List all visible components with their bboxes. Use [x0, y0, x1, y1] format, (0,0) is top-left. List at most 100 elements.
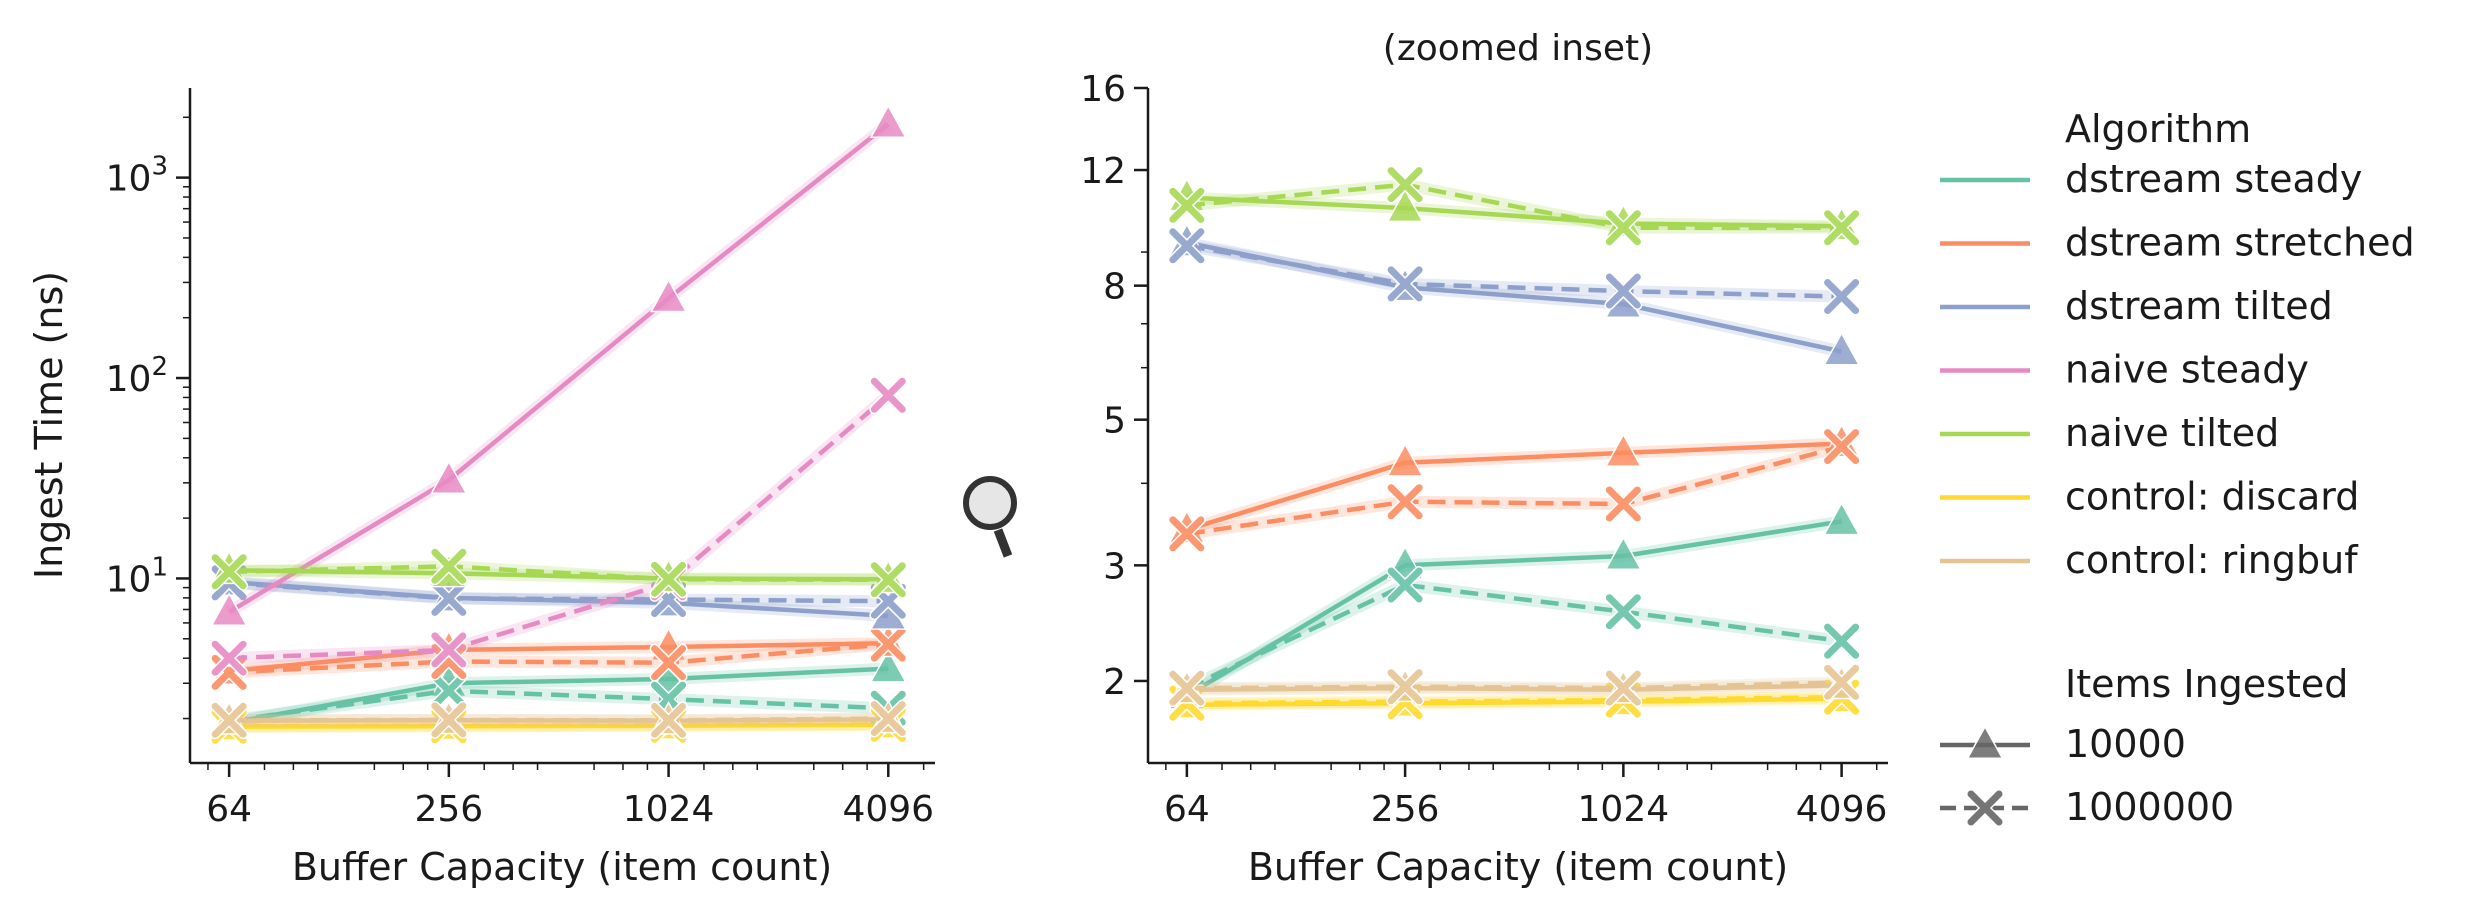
x-tick-label: 64 [1164, 789, 1210, 830]
legend-title-algorithm: Algorithm [2065, 107, 2251, 151]
x-tick-label: 256 [414, 789, 483, 830]
legend-item-items-1000000: 1000000 [1940, 785, 2234, 829]
series-dstream-tilted-1000000-line [228, 580, 889, 604]
inset-title: (zoomed inset) [1383, 28, 1653, 69]
series-dstream-steady-10000-line [1185, 519, 1842, 698]
series-dstream-stretched-1000000 [210, 625, 908, 692]
series-naive-tilted-1000000-line [1186, 182, 1842, 231]
series-dstream-tilted-1000000-point [1167, 226, 1206, 265]
legend-label: control: ringbuf [2065, 538, 2359, 582]
series-dstream-steady-10000-point [1822, 501, 1861, 536]
magnifier-icon [963, 476, 1017, 558]
inset-chart-axes: 64 256 1024 4096 2 3 5 8 12 16 [1080, 69, 1888, 830]
legend-item-dstream-steady: dstream steady [1940, 157, 2362, 201]
legend-title-items: Items Ingested [2065, 662, 2348, 706]
series-control-ringbuf-1000000-point [429, 700, 468, 739]
series-naive-tilted-1000000-point [1167, 186, 1206, 225]
series-dstream-stretched-1000000-point [1822, 427, 1861, 466]
legend-label: control: discard [2065, 475, 2359, 519]
y-tick-label: 2 [1103, 662, 1126, 703]
series-control-ringbuf-1000000-line [1186, 680, 1842, 691]
series-dstream-steady-10000-line [228, 666, 889, 726]
series-dstream-steady-1000000-point [429, 671, 468, 710]
x-tick-label: 1024 [1578, 789, 1670, 830]
series-control-ringbuf-1000000-point [1386, 667, 1425, 706]
y-tick-label: 8 [1103, 267, 1126, 308]
series-dstream-stretched-1000000-line [1186, 444, 1843, 537]
main-chart-series [210, 104, 908, 746]
series-naive-steady-10000-point [649, 278, 688, 313]
legend-label: naive steady [2065, 348, 2309, 392]
y-tick-label: 103 [106, 152, 168, 200]
legend-label: 1000000 [2065, 785, 2234, 829]
series-control-discard-1000000-line [1186, 694, 1842, 706]
legend-marker [1966, 725, 2004, 759]
series-dstream-stretched-1000000 [1167, 427, 1861, 553]
series-dstream-steady-10000-point [1604, 536, 1642, 570]
series-naive-tilted-1000000-point [1604, 208, 1643, 247]
series-dstream-tilted-1000000 [1167, 226, 1861, 316]
series-naive-steady-1000000-point [869, 376, 908, 415]
series-dstream-stretched-10000-point [1386, 442, 1424, 477]
legend-item-control-discard: control: discard [1940, 475, 2359, 519]
series-control-ringbuf-1000000-point [1167, 669, 1206, 708]
series-naive-steady-1000000 [210, 376, 908, 678]
legend-item-dstream-stretched: dstream stretched [1940, 221, 2415, 265]
legend-item-control-ringbuf: control: ringbuf [1940, 538, 2359, 582]
series-naive-tilted-1000000-line [229, 564, 889, 583]
series-dstream-tilted-1000000-point [1822, 277, 1861, 316]
series-naive-tilted-1000000 [1167, 165, 1861, 247]
series-dstream-tilted-1000000-point [429, 579, 468, 618]
x-tick-label: 4096 [1796, 789, 1888, 830]
series-naive-steady-10000-line [227, 122, 890, 614]
series-naive-tilted-1000000-point [869, 560, 908, 599]
x-tick-label: 64 [206, 789, 252, 830]
series-naive-steady-10000-point [869, 104, 907, 139]
series-naive-tilted-1000000-point [429, 547, 468, 586]
x-tick-label: 256 [1371, 789, 1440, 830]
series-dstream-tilted-1000000-point [1604, 272, 1643, 311]
series-dstream-tilted-1000000-line [1186, 243, 1842, 299]
x-axis-label: Buffer Capacity (item count) [1248, 845, 1788, 889]
series-dstream-steady-10000-point [869, 648, 907, 683]
x-tick-label: 4096 [842, 789, 934, 830]
y-tick-label: 102 [106, 352, 168, 400]
series-naive-tilted-1000000-point [210, 552, 249, 591]
series-naive-steady-10000-point [210, 592, 248, 627]
series-dstream-stretched-1000000-point [1386, 482, 1425, 521]
y-tick-label: 5 [1103, 401, 1126, 442]
series-naive-steady-10000-point [430, 460, 468, 494]
series-dstream-stretched-1000000-point [649, 643, 688, 682]
series-dstream-steady-1000000-point [1822, 622, 1861, 661]
series-control-ringbuf-1000000-line [229, 716, 889, 723]
y-tick-label: 3 [1103, 546, 1126, 587]
series-dstream-stretched-10000-line [228, 640, 889, 674]
inset-chart: (zoomed inset) 64 256 1024 4096 2 3 5 8 12 16 Buf… [1080, 28, 1888, 889]
legend-label: dstream tilted [2065, 284, 2333, 328]
legend-item-naive-steady: naive steady [1940, 348, 2309, 392]
legend-label: naive tilted [2065, 411, 2279, 455]
series-control-ringbuf-1000000-point [210, 701, 249, 740]
legend: Algorithm dstream steady dstream stretche… [1940, 107, 2415, 829]
legend-marker [1966, 789, 2004, 827]
series-dstream-stretched-1000000-point [1167, 514, 1206, 553]
series-naive-tilted-10000-line [1186, 195, 1842, 229]
series-control-ringbuf-1000000-point [869, 699, 908, 738]
main-chart: 64 256 1024 4096 101 102 103 Buffer Capacity (… [27, 88, 935, 889]
y-axis-label: Ingest Time (ns) [27, 271, 71, 579]
series-control-discard-1000000-line [229, 722, 889, 729]
series-dstream-steady-1000000-point [1604, 592, 1643, 631]
series-naive-steady-1000000-line [229, 393, 890, 661]
series-naive-steady-1000000-point [210, 639, 249, 678]
series-naive-tilted-1000000-point [1822, 208, 1861, 247]
series-dstream-steady-1000000-line [1185, 582, 1842, 691]
series-dstream-steady-1000000-point [1386, 566, 1425, 605]
series-dstream-steady-1000000-line [228, 688, 889, 723]
legend-label: dstream steady [2065, 157, 2362, 201]
y-tick-label: 16 [1080, 69, 1126, 110]
series-control-ringbuf-1000000-point [649, 701, 688, 740]
series-control-ringbuf-1000000 [210, 699, 908, 740]
legend-item-items-10000: 10000 [1940, 722, 2186, 766]
series-naive-steady-10000 [210, 104, 907, 627]
